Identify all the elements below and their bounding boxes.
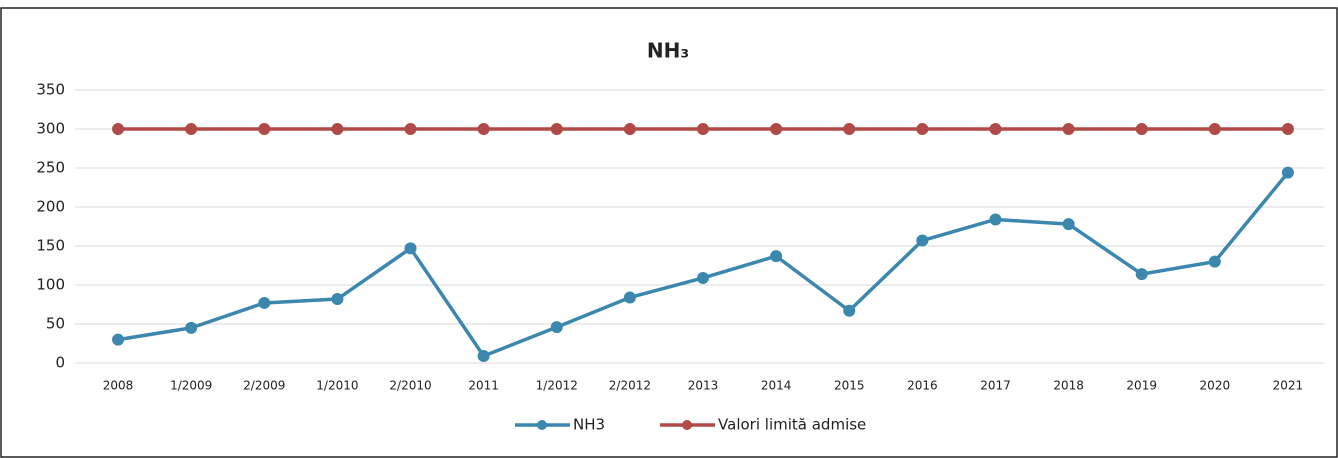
point [477, 349, 490, 362]
point [697, 123, 709, 135]
x-tick-label: 1/2010 [316, 379, 358, 393]
point [770, 250, 783, 263]
legend-marker [537, 420, 547, 430]
x-tick-label: 2/2010 [389, 379, 431, 393]
chart-border [0, 7, 1338, 458]
x-tick-label: 1/2009 [170, 379, 212, 393]
point [623, 291, 636, 304]
point [916, 234, 929, 247]
point [989, 123, 1002, 135]
x-tick-label: 2011 [468, 379, 499, 393]
point [331, 293, 344, 306]
y-tick-label: 100 [36, 276, 65, 294]
x-tick-label: 2/2012 [609, 379, 651, 393]
point [843, 123, 856, 135]
point [258, 123, 271, 135]
x-tick-label: 2014 [761, 379, 792, 393]
point [185, 321, 198, 334]
y-tick-label: 300 [36, 120, 65, 138]
point [623, 123, 636, 135]
chart-title: NH₃ [647, 39, 689, 63]
point [1208, 255, 1221, 268]
x-tick-label: 2/2009 [243, 379, 285, 393]
x-tick-label: 2017 [980, 379, 1011, 393]
y-tick-label: 350 [36, 81, 65, 99]
point [404, 123, 417, 135]
y-tick-label: 50 [46, 315, 65, 333]
point [477, 123, 490, 135]
x-tick-label: 2018 [1053, 379, 1084, 393]
y-tick-label: 250 [36, 159, 65, 177]
point [1281, 123, 1294, 135]
point [185, 123, 198, 135]
point [258, 296, 271, 309]
x-tick-label: 2013 [688, 379, 719, 393]
point [697, 271, 709, 284]
point [1062, 123, 1075, 135]
point [550, 123, 563, 135]
point [112, 123, 125, 135]
point [916, 123, 929, 135]
point [1135, 123, 1148, 135]
legend-label: Valori limită admise [718, 416, 866, 434]
y-tick-label: 150 [36, 237, 65, 255]
legend-label: NH3 [573, 416, 605, 434]
point [1135, 268, 1148, 281]
point [1062, 218, 1075, 231]
point [112, 333, 125, 346]
y-tick-label: 200 [36, 198, 65, 216]
point [770, 123, 783, 135]
legend-marker [682, 420, 693, 430]
x-tick-label: 2008 [103, 379, 134, 393]
x-tick-label: 2021 [1273, 379, 1304, 393]
point [989, 213, 1002, 226]
point [331, 123, 344, 135]
point [1281, 166, 1294, 179]
x-tick-label: 2015 [834, 379, 865, 393]
point [404, 242, 417, 255]
x-tick-label: 1/2012 [536, 379, 578, 393]
point [843, 304, 856, 317]
series-line [117, 171, 1290, 358]
point [550, 321, 563, 334]
point [1208, 123, 1221, 135]
x-tick-label: 2019 [1126, 379, 1157, 393]
x-tick-label: 2020 [1200, 379, 1231, 393]
x-tick-label: 2016 [907, 379, 938, 393]
y-tick-label: 0 [55, 354, 65, 372]
